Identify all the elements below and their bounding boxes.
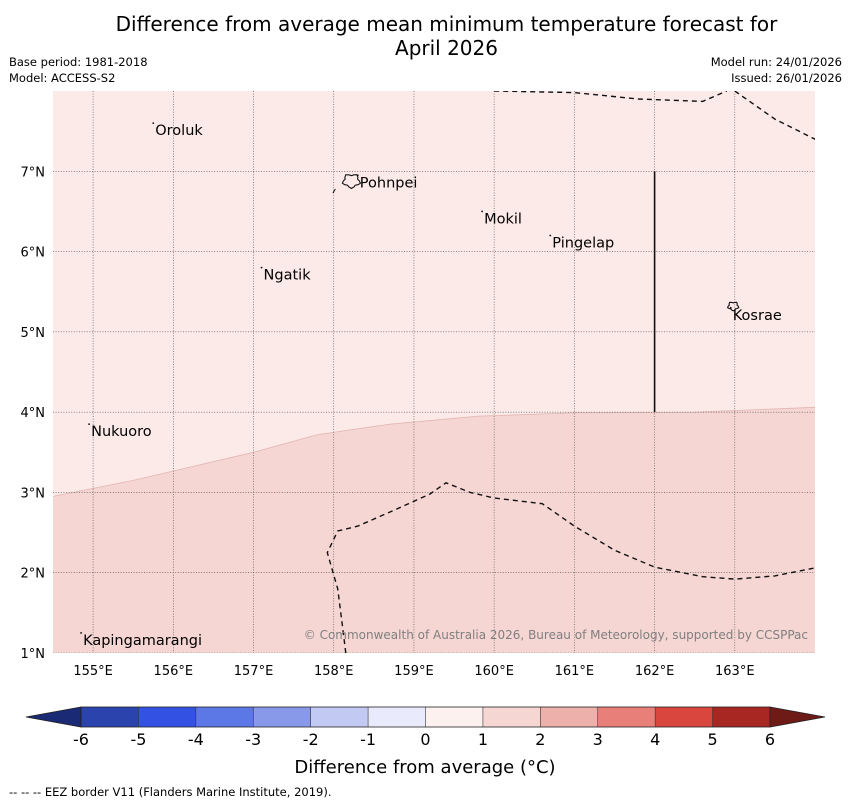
place-label-mokil: Mokil [484, 211, 522, 227]
colorbar-over-arrow [769, 706, 826, 728]
colorbar-frame [80, 706, 771, 728]
place-marker [260, 266, 263, 269]
place-marker [549, 234, 552, 237]
place-marker [481, 210, 484, 213]
lon-label: 158°E [314, 664, 354, 679]
longitude-labels: 155°E 156°E 157°E 158°E 159°E 160°E 161°E 162°E… [73, 664, 754, 679]
model-run: Model run: 24/01/2026 [710, 55, 842, 69]
place-labels: Oroluk Pohnpei Mokil Pingelap Ngatik Kosrae Nu… [80, 122, 782, 649]
lon-label: 162°E [635, 664, 675, 679]
colorbar-tick-label: 2 [535, 730, 545, 749]
lon-label: 156°E [154, 664, 194, 679]
colorbar-segment [655, 707, 714, 727]
place-label-ngatik: Ngatik [264, 268, 312, 284]
latitude-labels: 7°N 6°N 5°N 4°N 3°N 2°N 1°N [21, 165, 46, 662]
colorbar-segment [138, 707, 197, 727]
colorbar-tick-label: 0 [420, 730, 430, 749]
base-period: Base period: 1981-2018 [9, 55, 148, 69]
colorbar-tick-label: -1 [360, 730, 376, 749]
colorbar-segment [425, 707, 484, 727]
colorbar-segment [253, 707, 312, 727]
island-pohnpei-outline [341, 174, 362, 190]
colorbar-segment [597, 707, 656, 727]
map-panel [53, 91, 815, 653]
model-name: Model: ACCESS-S2 [9, 71, 116, 85]
eez-border-line [734, 91, 815, 140]
colorbar-tick-label: 6 [765, 730, 775, 749]
lat-label: 7°N [21, 165, 46, 180]
meta-left: Base period: 1981-2018 Model: ACCESS-S2 [9, 54, 148, 86]
title-line-2: April 2026 [395, 36, 498, 60]
lon-label: 159°E [394, 664, 434, 679]
place-marker [729, 306, 732, 309]
island-outlines [332, 174, 740, 312]
colorbar-segment [310, 707, 369, 727]
place-label-oroluk: Oroluk [155, 123, 203, 139]
eez-border-line [326, 482, 815, 653]
place-marker [88, 423, 90, 426]
graticule [53, 91, 815, 653]
lat-label: 3°N [21, 486, 46, 501]
lat-label: 1°N [21, 647, 46, 662]
place-marker [80, 632, 82, 634]
colorbar-tick-label: 1 [478, 730, 488, 749]
place-marker [152, 122, 155, 125]
colorbar-label: Difference from average (°C) [294, 757, 556, 778]
zone-1-to-2 [53, 407, 815, 653]
issued-date: Issued: 26/01/2026 [731, 71, 842, 85]
colorbar-tick-label: -4 [188, 730, 204, 749]
meta-right: Model run: 24/01/2026 Issued: 26/01/2026 [711, 54, 842, 86]
lon-label: 161°E [555, 664, 595, 679]
colorbar-segment [540, 707, 599, 727]
place-label-pingelap: Pingelap [552, 236, 614, 252]
colorbar-tick-label: -3 [245, 730, 261, 749]
colorbar-tick-label: 5 [707, 730, 717, 749]
lon-label: 160°E [474, 664, 514, 679]
colorbar-tick-label: -5 [130, 730, 146, 749]
place-label-kapingamarangi: Kapingamarangi [83, 633, 202, 649]
colorbar-tick-label: 4 [650, 730, 660, 749]
colorbar-tick-label: -2 [303, 730, 319, 749]
colorbar-segment [195, 707, 254, 727]
lon-label: 163°E [715, 664, 755, 679]
place-label-nukuoro: Nukuoro [91, 424, 152, 440]
island-kosrae-outline [726, 301, 740, 312]
lat-label: 6°N [21, 246, 46, 261]
colorbar-under-arrow [25, 706, 82, 728]
colorbar-segment [81, 707, 139, 727]
colorbar-tick-label: -6 [73, 730, 89, 749]
place-label-pohnpei: Pohnpei [360, 175, 418, 191]
lon-label: 157°E [234, 664, 274, 679]
eez-borders [326, 91, 815, 653]
title-line-1: Difference from average mean minimum tem… [115, 12, 778, 36]
place-label-kosrae: Kosrae [733, 308, 782, 324]
colorbar-tick-label: 3 [593, 730, 603, 749]
colorbar: -6 -5 -4 -3 -2 -1 0 1 2 3 4 5 6 [25, 706, 826, 749]
colorbar-segment [712, 707, 771, 727]
lat-label: 5°N [21, 326, 46, 341]
island-fragment [332, 188, 336, 194]
colorbar-segment [368, 707, 426, 727]
lat-label: 2°N [21, 567, 46, 582]
lon-label: 155°E [73, 664, 113, 679]
colorbar-segment [482, 707, 541, 727]
map-title: Difference from average mean minimum tem… [0, 12, 850, 60]
lat-label: 4°N [21, 406, 46, 421]
eez-border-line [494, 91, 728, 103]
eez-note: -- -- -- EEZ border V11 (Flanders Marine… [9, 785, 332, 799]
place-marker [356, 174, 359, 177]
copyright-notice: © Commonwealth of Australia 2026, Bureau… [304, 628, 808, 642]
